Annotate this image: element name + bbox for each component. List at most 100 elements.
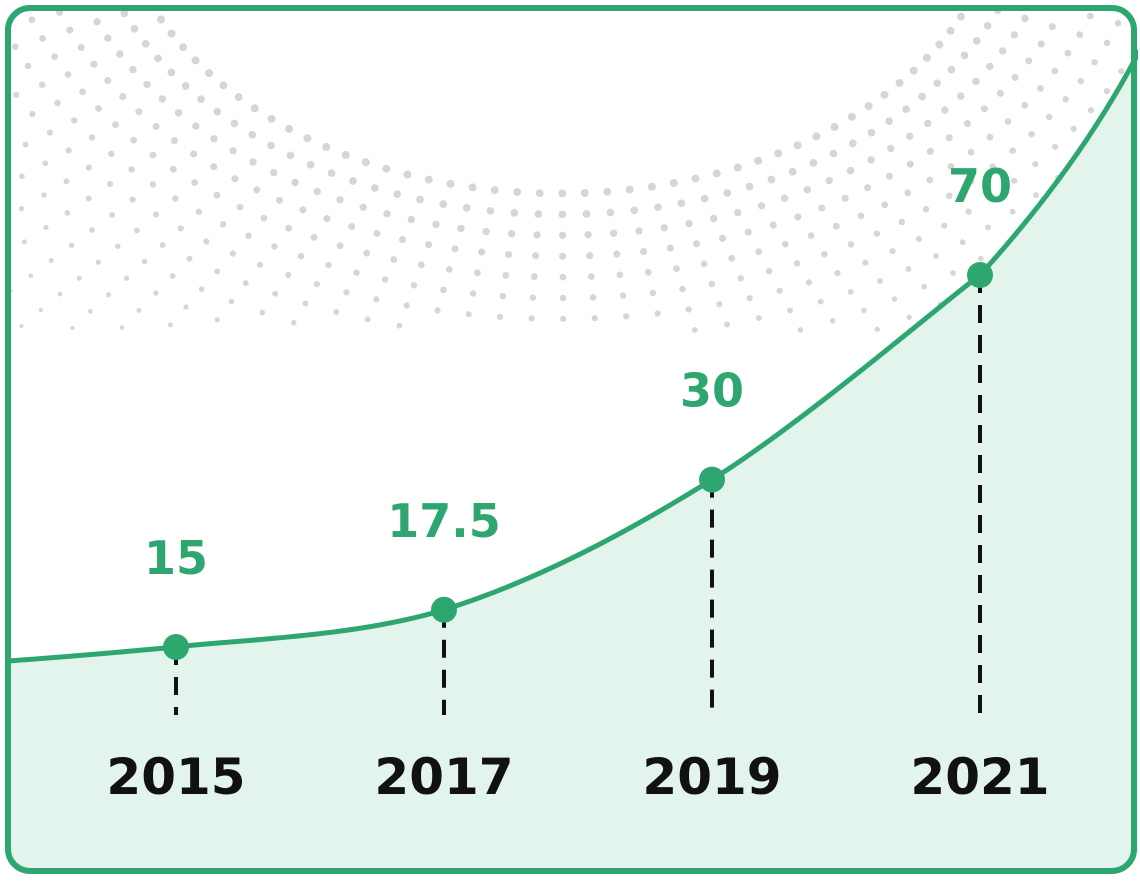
point xyxy=(431,597,457,623)
decor-dot xyxy=(1076,31,1083,38)
decor-dot xyxy=(500,293,507,300)
decor-dot xyxy=(89,134,96,141)
decor-dot xyxy=(768,176,776,184)
decor-dot xyxy=(325,262,332,269)
decor-dot xyxy=(754,157,762,165)
decor-dot xyxy=(716,301,722,307)
decor-dot xyxy=(603,188,611,196)
decor-dot xyxy=(272,291,278,297)
decor-dot xyxy=(728,255,735,262)
decor-dot xyxy=(170,273,176,279)
decor-dot xyxy=(635,227,642,234)
decor-dot xyxy=(446,266,453,273)
decor-dot xyxy=(249,158,256,165)
decor-dot xyxy=(58,292,63,297)
decor-dot xyxy=(985,224,991,230)
decor-dot xyxy=(150,181,157,188)
decor-dot xyxy=(153,123,160,130)
decor-dot xyxy=(49,258,54,263)
decor-dot xyxy=(709,281,716,288)
decor-dot xyxy=(168,322,173,327)
decor-dot xyxy=(291,179,298,186)
decor-dot xyxy=(135,108,142,115)
decor-dot xyxy=(383,210,390,217)
decor-dot xyxy=(875,327,880,332)
decor-dot xyxy=(175,109,182,116)
decor-dot xyxy=(63,178,69,184)
decor-dot xyxy=(342,151,350,159)
decor-dot xyxy=(210,163,217,170)
decor-dot xyxy=(382,165,390,173)
decor-dot xyxy=(849,140,857,148)
decor-dot xyxy=(957,92,964,99)
decor-dot xyxy=(861,308,867,314)
decor-dot xyxy=(214,192,221,199)
decor-dot xyxy=(692,327,698,333)
decor-dot xyxy=(0,72,4,78)
decor-dot xyxy=(984,22,992,30)
decor-dot xyxy=(907,161,914,168)
decor-dot xyxy=(713,169,721,177)
decor-dot xyxy=(510,209,518,217)
decor-dot xyxy=(747,295,753,301)
decor-dot xyxy=(910,67,918,75)
decor-dot xyxy=(1028,131,1035,138)
decor-dot xyxy=(533,231,540,238)
decor-dot xyxy=(192,56,200,64)
decor-dot xyxy=(291,320,297,326)
decor-dot xyxy=(848,113,856,121)
decor-dot xyxy=(404,302,410,308)
decor-dot xyxy=(112,121,119,128)
decor-dot xyxy=(115,244,121,250)
decor-dot xyxy=(130,137,137,144)
decor-dot xyxy=(157,16,165,24)
decor-dot xyxy=(531,273,538,280)
decor-dot xyxy=(96,260,101,265)
decor-dot xyxy=(205,69,213,77)
decor-dot xyxy=(933,79,941,87)
decor-dot xyxy=(833,223,840,230)
decor-dot xyxy=(390,256,397,263)
decor-dot xyxy=(183,304,188,309)
decor-dot xyxy=(831,123,839,131)
decor-dot xyxy=(826,177,833,184)
decor-dot xyxy=(107,181,113,187)
decor-dot xyxy=(630,206,638,214)
decor-dot xyxy=(997,90,1004,97)
decor-dot xyxy=(230,251,236,257)
decor-dot xyxy=(106,292,111,297)
decor-dot xyxy=(307,161,315,169)
decor-dot xyxy=(685,220,692,227)
decor-dot xyxy=(1,254,6,259)
decor-dot xyxy=(28,16,35,23)
decor-dot xyxy=(536,189,544,197)
decor-dot xyxy=(530,294,537,301)
decor-dot xyxy=(78,44,85,51)
decor-dot xyxy=(0,220,2,225)
decor-dot xyxy=(1021,15,1028,22)
decor-dot xyxy=(131,25,139,33)
decor-dot xyxy=(191,179,198,186)
decor-dot xyxy=(432,221,439,228)
decor-dot xyxy=(51,53,58,60)
decor-dot xyxy=(343,289,349,295)
decor-dot xyxy=(1087,13,1094,20)
decor-dot xyxy=(1011,31,1018,38)
decor-dot xyxy=(66,27,73,34)
decor-dot xyxy=(178,225,184,231)
decor-dot xyxy=(215,317,220,322)
decor-dot xyxy=(508,230,515,237)
decor-dot xyxy=(270,169,277,176)
decor-dot xyxy=(964,120,971,127)
decor-dot xyxy=(885,117,893,125)
decor-dot xyxy=(41,192,47,198)
decor-dot xyxy=(142,259,148,265)
decor-dot xyxy=(47,130,53,136)
decor-dot xyxy=(478,249,485,256)
decor-dot xyxy=(168,69,176,77)
decor-dot xyxy=(396,323,402,329)
decor-dot xyxy=(818,299,824,305)
decor-dot xyxy=(812,132,820,140)
decor-dot xyxy=(235,93,243,101)
decor-dot xyxy=(109,212,115,218)
